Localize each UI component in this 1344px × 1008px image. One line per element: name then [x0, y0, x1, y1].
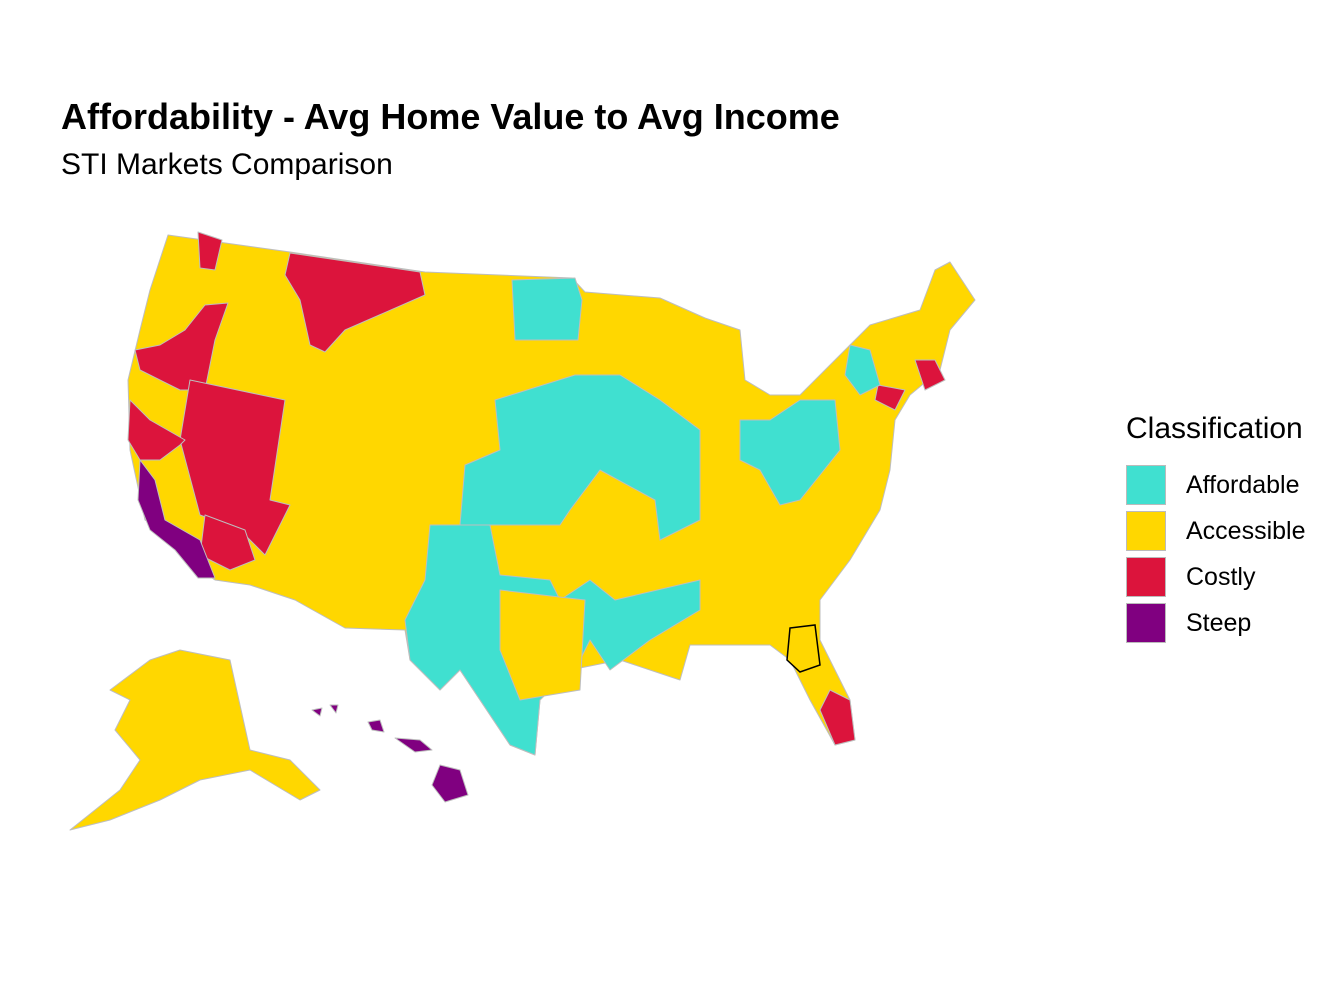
region-nevada [179, 379, 291, 556]
region-bay-area [127, 399, 186, 461]
legend-key-accessible [1126, 511, 1166, 551]
region-boston [914, 359, 946, 391]
region-hawaii-maui [394, 737, 433, 753]
legend-key-steep [1126, 603, 1166, 643]
region-montana [284, 252, 426, 353]
region-oregon [134, 302, 229, 391]
region-hawaii-kauai [311, 707, 323, 717]
region-upstate-ny [844, 344, 881, 396]
legend-label: Costly [1186, 562, 1256, 591]
legend-item-accessible: Accessible [1126, 508, 1306, 554]
region-ny-metro [874, 384, 906, 411]
region-hawaii-oahu [329, 704, 339, 714]
legend-item-costly: Costly [1126, 554, 1306, 600]
region-seattle [197, 231, 223, 271]
legend-item-affordable: Affordable [1126, 462, 1306, 508]
legend: Classification Affordable Accessible Cos… [1126, 412, 1306, 646]
region-ohio-valley [739, 399, 841, 506]
highlighted-market-orlando [786, 624, 821, 673]
region-alaska [69, 649, 321, 831]
legend-title: Classification [1126, 412, 1303, 445]
region-hawaii-molokai [367, 719, 385, 733]
region-east-texas [499, 589, 586, 701]
legend-label: Accessible [1186, 516, 1306, 545]
legend-key-costly [1126, 557, 1166, 597]
region-midwest [459, 374, 701, 541]
legend-item-steep: Steep [1126, 600, 1306, 646]
chart-subtitle: STI Markets Comparison [61, 148, 393, 181]
legend-label: Steep [1186, 608, 1252, 637]
legend-label: Affordable [1186, 470, 1300, 499]
region-coastal-ca [137, 459, 216, 579]
region-hawaii-big-island [431, 764, 469, 803]
legend-key-affordable [1126, 465, 1166, 505]
region-south-florida [819, 689, 856, 746]
region-north-dakota [511, 277, 583, 341]
chart-title: Affordability - Avg Home Value to Avg In… [61, 96, 840, 137]
